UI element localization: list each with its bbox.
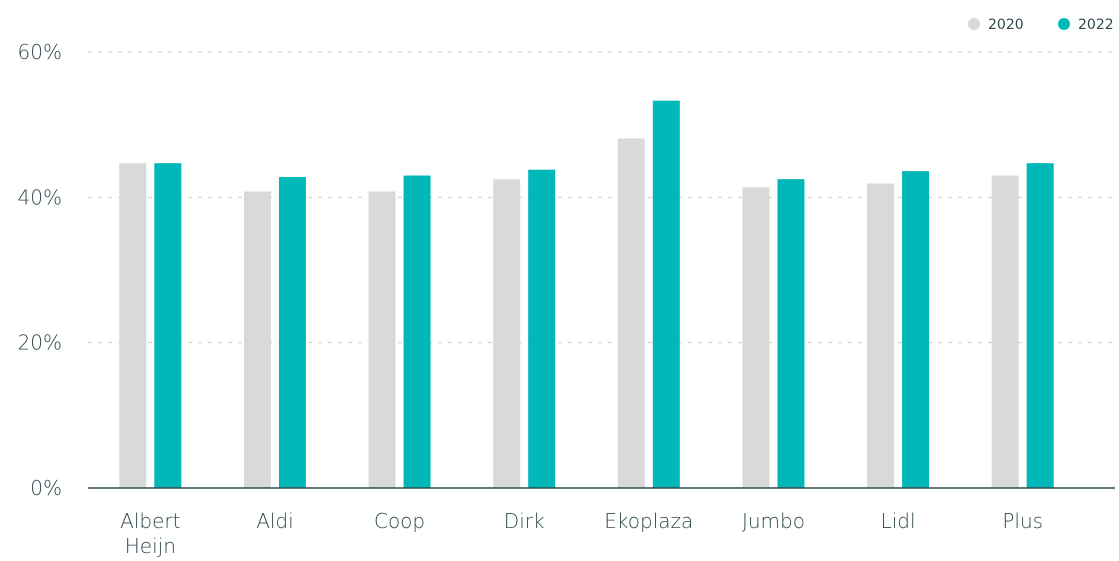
- bar-2020-plus: [991, 175, 1019, 489]
- y-tick-label: 20%: [18, 331, 62, 355]
- bar-2022-coop: [403, 175, 431, 489]
- bar-2022-aldi: [278, 176, 306, 488]
- x-tick-label: Ekoplaza: [604, 509, 693, 533]
- x-tick-label-line: Albert: [120, 509, 180, 533]
- x-tick-label-line: Heijn: [125, 534, 176, 558]
- x-tick-label-line: Ekoplaza: [604, 509, 693, 533]
- x-tick-label-line: Coop: [374, 509, 425, 533]
- bar-2022-dirk: [528, 169, 556, 488]
- legend-swatch-2022: [1058, 18, 1070, 30]
- legend-label-2020: 2020: [988, 17, 1024, 33]
- bar-2022-lidl: [902, 171, 930, 488]
- x-tick-label: Albert Heijn: [120, 509, 180, 558]
- x-tick-label: Dirk: [504, 509, 545, 533]
- bar-2022-albert-heijn: [154, 163, 182, 488]
- bar-2020-albert-heijn: [119, 163, 147, 488]
- x-tick-label-line: Lidl: [881, 509, 916, 533]
- legend-swatch-2020: [968, 18, 980, 30]
- x-tick-label: Coop: [374, 509, 425, 533]
- x-tick-label-line: Aldi: [256, 509, 294, 533]
- legend: 2020 2022: [968, 17, 1114, 33]
- x-tick-label-line: Dirk: [504, 509, 545, 533]
- bar-2022-ekoplaza: [652, 100, 680, 488]
- bar-2020-jumbo: [742, 187, 770, 488]
- bar-2020-lidl: [867, 183, 895, 488]
- bar-2020-coop: [368, 191, 396, 488]
- x-axis-category-labels: Albert Heijn Aldi Coop Dirk Ekoplaza Jumbo Lidl…: [120, 509, 1043, 558]
- bar-2022-jumbo: [777, 179, 805, 488]
- x-tick-label-line: Jumbo: [742, 509, 805, 533]
- y-tick-label: 60%: [18, 40, 62, 64]
- bar-2020-dirk: [493, 179, 521, 488]
- bar-2022-plus: [1026, 163, 1054, 488]
- y-tick-label: 0%: [30, 476, 62, 500]
- x-tick-label: Jumbo: [742, 509, 805, 533]
- x-tick-label-line: Plus: [1002, 509, 1043, 533]
- y-axis-tick-labels: 0% 20% 40% 60%: [18, 40, 62, 500]
- bar-2020-ekoplaza: [617, 138, 645, 488]
- legend-label-2022: 2022: [1078, 17, 1114, 33]
- y-tick-label: 40%: [18, 185, 62, 209]
- x-tick-label: Lidl: [881, 509, 916, 533]
- x-tick-label: Plus: [1002, 509, 1043, 533]
- bar-2020-aldi: [243, 191, 271, 488]
- gridlines: [88, 51, 1115, 344]
- bars: [119, 100, 1054, 489]
- x-tick-label: Aldi: [256, 509, 294, 533]
